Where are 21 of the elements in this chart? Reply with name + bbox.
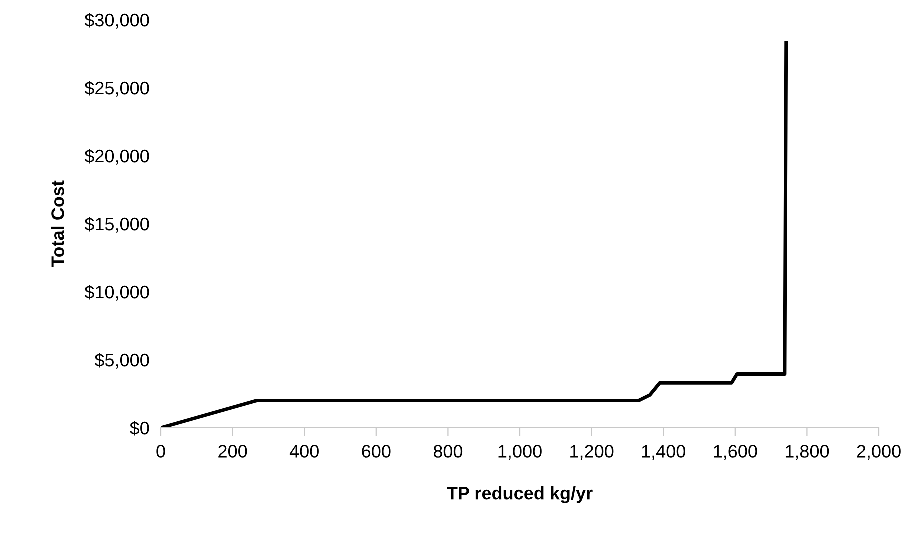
y-tick-label: $5,000 <box>94 353 150 369</box>
y-tick-label: $30,000 <box>84 13 150 29</box>
x-axis-title: TP reduced kg/yr <box>447 486 593 504</box>
x-tick-label: 400 <box>290 445 319 458</box>
y-axis-title: Total Cost <box>51 180 64 268</box>
x-tick-label: 1,000 <box>498 445 542 460</box>
x-tick-label: 600 <box>362 445 391 458</box>
line-series <box>161 41 788 428</box>
x-tick-label: 1,400 <box>642 445 686 460</box>
x-tick-label: 0 <box>156 445 166 458</box>
y-tick-label: $15,000 <box>84 217 150 233</box>
x-tick-label: 1,600 <box>714 445 758 460</box>
y-tick-label: $25,000 <box>84 81 150 97</box>
x-tick-label: 1,200 <box>570 445 614 460</box>
y-tick-label: $0 <box>130 421 150 436</box>
y-tick-label: $10,000 <box>84 285 150 301</box>
y-tick-label: $20,000 <box>84 149 150 165</box>
x-tick-label: 1,800 <box>786 445 830 460</box>
x-tick-label: 2,000 <box>857 445 901 460</box>
x-tick-label: 200 <box>218 445 248 458</box>
x-tick-label: 800 <box>434 445 463 458</box>
